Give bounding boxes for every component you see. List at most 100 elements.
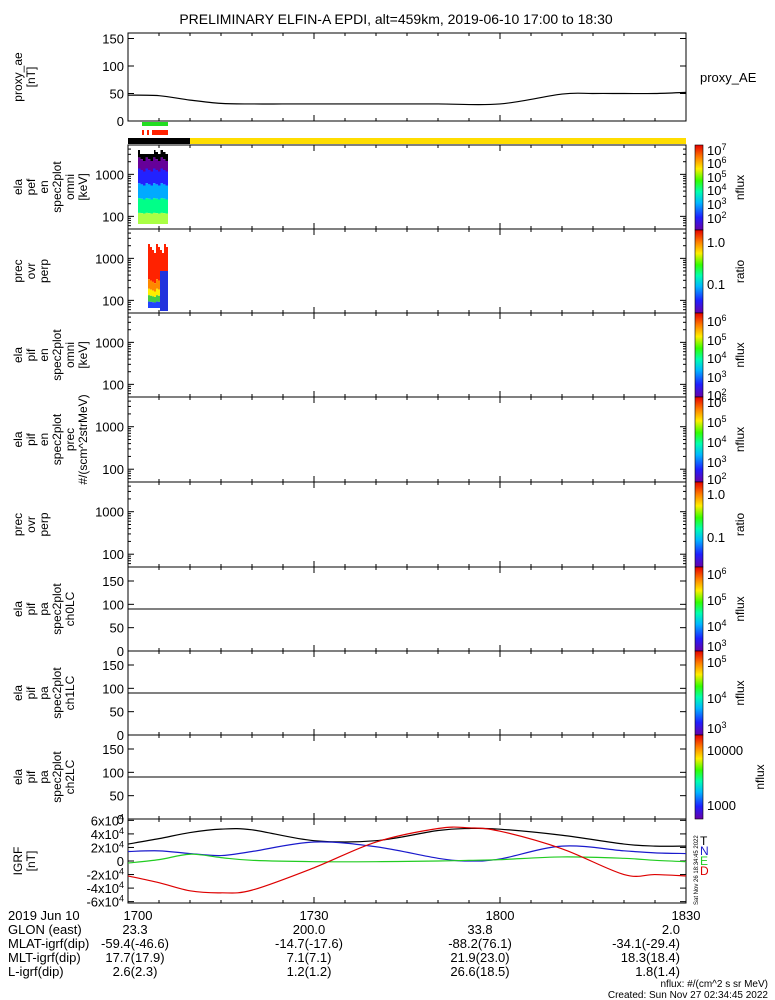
colorbar-tick-label: 106	[707, 313, 726, 329]
spectrogram-cell	[163, 152, 166, 160]
colorbar-tick-label: 106	[707, 566, 726, 582]
colorbar-tick-label: 105	[707, 592, 726, 608]
y-tick-label: 100	[102, 59, 124, 74]
spectrogram-cell	[143, 185, 146, 200]
ratio-cell	[152, 296, 154, 303]
y-axis-label: [keV]	[76, 341, 90, 368]
y-tick-label: 1000	[95, 335, 124, 350]
colorbar-tick-label: 105	[707, 414, 726, 430]
ratio-cell	[150, 247, 152, 281]
colorbar-tick-label: 104	[707, 618, 726, 634]
plot-title: PRELIMINARY ELFIN-A EPDI, alt=459km, 201…	[179, 11, 613, 27]
y-axis-label: pif	[24, 686, 38, 699]
ratio-cell	[158, 295, 160, 302]
spectrogram-cell	[138, 168, 141, 184]
colorbar-pa_ch2: 10000 1000 nflux	[695, 743, 767, 813]
colorbar-label: ratio	[733, 513, 747, 537]
y-axis-label: ela	[11, 179, 25, 195]
spectrogram-cell	[155, 159, 158, 170]
y-tick-label: 100	[102, 547, 124, 562]
y-axis-label: pa	[37, 770, 51, 784]
spectrogram-cell	[153, 183, 156, 199]
y-axis-label: pif	[24, 770, 38, 783]
ratio-cell	[148, 279, 150, 289]
colorbar-tick-label: 0.1	[707, 277, 725, 292]
spectrogram-cell	[163, 198, 166, 214]
legend-N: N	[700, 844, 709, 858]
status-bar-green	[142, 122, 154, 126]
y-axis-label: ch2LC	[63, 759, 77, 794]
spectrogram-cell	[143, 213, 146, 224]
ratio-cell	[158, 301, 160, 308]
y-axis-label: ela	[11, 347, 25, 363]
y-axis-label: spec2plot	[50, 751, 64, 803]
colorbar-tick-label: 104	[707, 350, 726, 366]
ratio-cell	[150, 289, 152, 296]
y-axis-label: prec	[11, 513, 25, 536]
ephemeris-row-label: MLT-igrf(dip)	[8, 950, 81, 965]
ratio-cell	[148, 288, 150, 296]
spectrogram-cell	[158, 171, 161, 186]
y-tick-label: 150	[102, 658, 124, 673]
y-tick-label: 150	[102, 742, 124, 757]
spectrogram-cell	[165, 199, 168, 214]
y-tick-label: 100	[102, 462, 124, 477]
spectrogram-cell	[160, 198, 163, 213]
y-tick-label: 100	[102, 293, 124, 308]
ephemeris-row-label: L-igrf(dip)	[8, 964, 64, 979]
spectrogram-cell	[163, 159, 166, 170]
y-tick-label: -6x104	[86, 894, 124, 910]
series-E	[127, 853, 687, 864]
panel-frame	[127, 144, 687, 230]
colorbar-tick-label: 102	[707, 210, 726, 226]
spectrogram-cell	[138, 212, 141, 224]
colorbar-label: nflux	[733, 596, 747, 621]
ratio-cell	[148, 244, 150, 280]
colorbar-label: nflux	[733, 342, 747, 367]
y-tick-label: 100	[102, 597, 124, 612]
colorbar-tick-label: 10000	[707, 743, 743, 758]
y-axis-label: omni	[63, 174, 77, 200]
ephemeris-value: 7.1(7.1)	[287, 950, 332, 965]
footer-units: nflux: #/(cm^2 s sr MeV)	[661, 979, 769, 990]
y-tick-label: -2x104	[86, 867, 124, 883]
ratio-cell	[154, 253, 156, 284]
series-T	[127, 827, 687, 847]
spectrogram-cell	[153, 212, 156, 224]
spectrogram-cell	[165, 213, 168, 224]
y-axis-label: en	[37, 180, 51, 193]
y-axis-label: ela	[11, 431, 25, 447]
y-axis-label: pif	[24, 602, 38, 615]
y-tick-label: 0	[117, 812, 124, 827]
time-label: 1830	[672, 908, 701, 923]
spectrogram-cell	[165, 171, 168, 186]
ratio-cell	[154, 297, 156, 303]
panel-proxy_ae: 0 50 100 150 proxy_ae [nT] proxy_AE	[11, 32, 757, 130]
spectrogram-cell	[150, 171, 153, 186]
colorbar-tick-label: 0.1	[707, 530, 725, 545]
spectrogram-cell	[155, 152, 158, 160]
y-axis-label: perp	[37, 512, 51, 536]
spectrogram-gap	[140, 148, 154, 154]
y-axis-label: spec2plot	[50, 583, 64, 635]
ratio-cell	[164, 244, 166, 280]
spectrogram-cell	[145, 183, 148, 199]
colorbar-gradient	[694, 144, 704, 231]
spectrogram-cell	[150, 185, 153, 200]
panel-frame	[127, 32, 687, 122]
panel-ela_pif_prec: 100 1000 ela pif en spec2plot prec #/(scm^2strM…	[11, 394, 687, 485]
ratio-cell	[148, 295, 150, 302]
spectrogram-cell	[160, 212, 163, 224]
spectrogram-cell	[140, 184, 143, 199]
spectrogram-cell	[143, 154, 146, 161]
footer-created: Created: Sun Nov 27 02:34:45 2022	[608, 990, 769, 1000]
colorbar-pa_ch1: 105 104 103 nflux	[695, 654, 747, 736]
ratio-cell	[154, 283, 156, 292]
colorbar-tick-label: 104	[707, 690, 726, 706]
spectrogram-cell	[158, 199, 161, 214]
panel-frame	[127, 396, 687, 483]
ratio-cell	[156, 301, 158, 308]
series-N	[127, 841, 687, 862]
